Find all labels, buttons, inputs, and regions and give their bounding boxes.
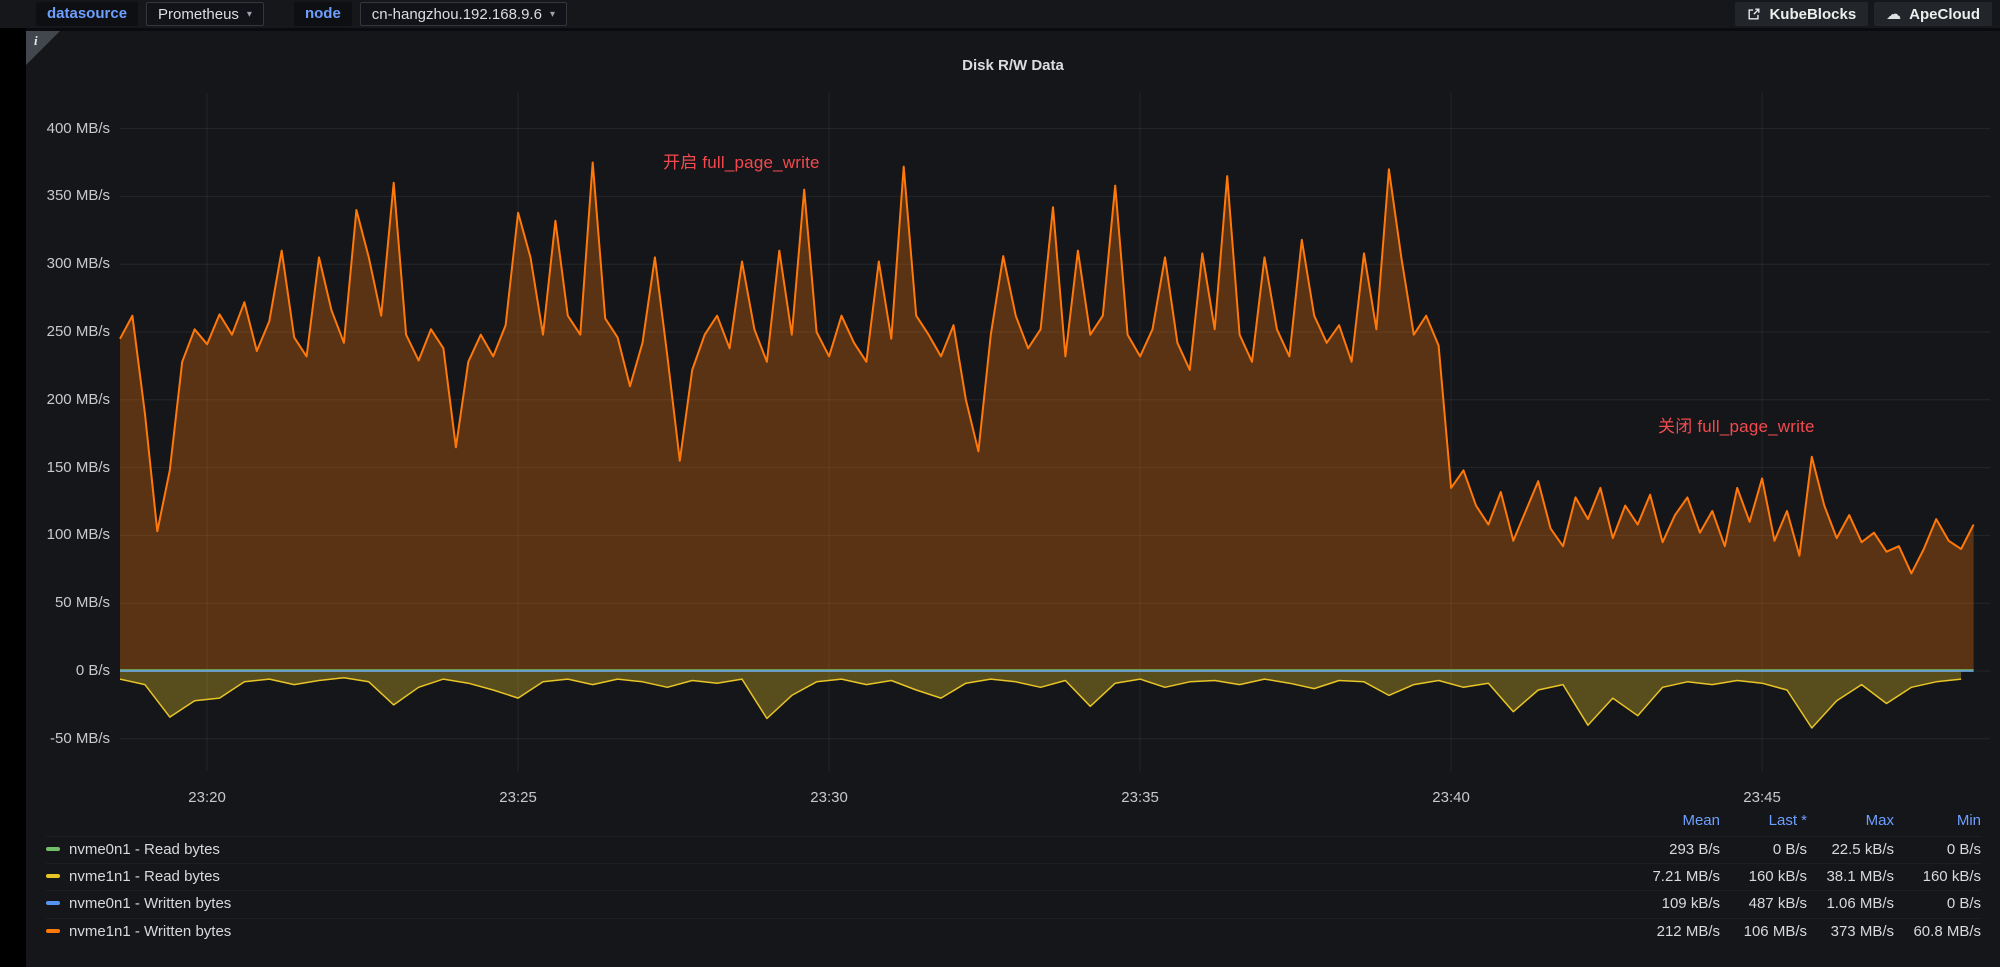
datasource-variable-dropdown[interactable]: Prometheus ▾ <box>146 2 264 26</box>
legend-series-toggle[interactable]: nvme1n1 - Read bytes <box>46 868 1633 885</box>
stat-last: 106 MB/s <box>1743 922 1807 940</box>
series-color-swatch <box>46 929 60 933</box>
datasource-variable-label: datasource <box>36 2 139 26</box>
x-axis-label: 23:30 <box>810 789 848 806</box>
apecloud-link-button[interactable]: ☁ ApeCloud <box>1874 2 1992 26</box>
dashboard-variables: datasource Prometheus ▾ node cn-hangzhou… <box>36 2 567 26</box>
stat-mean: 212 MB/s <box>1656 922 1720 940</box>
node-variable-label: node <box>293 2 352 26</box>
kubeblocks-link-button[interactable]: KubeBlocks <box>1735 2 1869 26</box>
y-axis-label: 150 MB/s <box>46 458 110 476</box>
stat-max: 38.1 MB/s <box>1826 867 1894 885</box>
kubeblocks-label: KubeBlocks <box>1769 5 1857 23</box>
annotation-text: 关闭 full_page_write <box>1658 417 1815 436</box>
node-variable-value: cn-hangzhou.192.168.9.6 <box>371 5 542 23</box>
legend-row: nvme0n1 - Read bytes 293 B/s 0 B/s 22.5 … <box>46 836 1981 861</box>
panel-info-corner[interactable] <box>26 31 60 65</box>
stat-min: 60.8 MB/s <box>1913 922 1981 940</box>
series-name: nvme0n1 - Written bytes <box>69 894 232 912</box>
legend-series-toggle[interactable]: nvme0n1 - Written bytes <box>46 895 1633 912</box>
y-axis-label: 0 B/s <box>75 662 110 679</box>
series-name: nvme0n1 - Read bytes <box>69 840 220 858</box>
legend-row: nvme1n1 - Written bytes 212 MB/s 106 MB/… <box>46 918 1981 943</box>
y-axis-label: 300 MB/s <box>46 255 110 273</box>
stat-last: 487 kB/s <box>1748 894 1807 912</box>
external-link-icon <box>1748 8 1760 20</box>
x-axis-label: 23:45 <box>1743 789 1781 806</box>
stat-max: 373 MB/s <box>1830 922 1894 940</box>
legend-column-mean[interactable]: Mean <box>1682 811 1720 829</box>
x-axis-label: 23:40 <box>1432 789 1470 806</box>
y-axis-label: 400 MB/s <box>46 119 110 137</box>
y-axis-label: 350 MB/s <box>46 187 110 205</box>
stat-last: 0 B/s <box>1772 840 1807 858</box>
datasource-variable-value: Prometheus <box>158 5 239 23</box>
apecloud-label: ApeCloud <box>1909 5 1980 23</box>
series-color-swatch <box>46 901 60 905</box>
series-name: nvme1n1 - Read bytes <box>69 867 220 885</box>
left-edge-strip <box>0 28 26 967</box>
legend-header-row: Mean Last * Max Min <box>46 808 1981 832</box>
top-bar-links: KubeBlocks ☁ ApeCloud <box>1735 2 1992 26</box>
stat-last: 160 kB/s <box>1748 867 1807 885</box>
legend-series-toggle[interactable]: nvme1n1 - Written bytes <box>46 923 1633 940</box>
y-axis-label: -50 MB/s <box>49 729 110 747</box>
legend-row: nvme1n1 - Read bytes 7.21 MB/s 160 kB/s … <box>46 863 1981 888</box>
legend-column-last[interactable]: Last * <box>1768 811 1807 829</box>
legend-series-toggle[interactable]: nvme0n1 - Read bytes <box>46 841 1633 858</box>
y-axis-label: 250 MB/s <box>46 323 110 340</box>
legend-row: nvme0n1 - Written bytes 109 kB/s 487 kB/… <box>46 890 1981 915</box>
stat-mean: 293 B/s <box>1669 840 1720 858</box>
series-color-swatch <box>46 847 60 851</box>
chevron-down-icon: ▾ <box>549 8 555 20</box>
top-bar: datasource Prometheus ▾ node cn-hangzhou… <box>0 0 2000 28</box>
disk-rw-panel <box>26 31 2000 967</box>
stat-min: 160 kB/s <box>1922 867 1981 885</box>
stat-max: 1.06 MB/s <box>1826 894 1894 912</box>
cloud-icon: ☁ <box>1886 6 1902 23</box>
y-axis-label: 200 MB/s <box>46 390 110 408</box>
legend-column-min[interactable]: Min <box>1956 811 1981 829</box>
info-icon: i <box>34 33 38 48</box>
y-axis-label: 50 MB/s <box>54 594 110 612</box>
series-color-swatch <box>46 874 60 878</box>
panel-title[interactable]: Disk R/W Data <box>962 57 1064 74</box>
x-axis-label: 23:20 <box>188 789 226 806</box>
x-axis-label: 23:35 <box>1121 789 1159 806</box>
stat-mean: 7.21 MB/s <box>1652 867 1720 885</box>
stat-min: 0 B/s <box>1946 894 1981 912</box>
stat-mean: 109 kB/s <box>1661 894 1720 912</box>
legend-column-max[interactable]: Max <box>1865 811 1894 829</box>
x-axis-label: 23:25 <box>499 789 537 806</box>
node-variable-dropdown[interactable]: cn-hangzhou.192.168.9.6 ▾ <box>359 2 567 26</box>
stat-min: 0 B/s <box>1946 840 1981 858</box>
stat-max: 22.5 kB/s <box>1831 840 1894 858</box>
y-axis-label: 100 MB/s <box>46 526 110 544</box>
chevron-down-icon: ▾ <box>246 8 252 20</box>
annotation-text: 开启 full_page_write <box>663 153 820 172</box>
series-name: nvme1n1 - Written bytes <box>69 922 232 940</box>
